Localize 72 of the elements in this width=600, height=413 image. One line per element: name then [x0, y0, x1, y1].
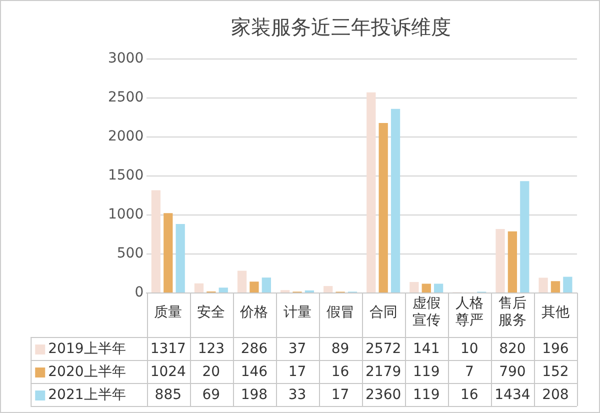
- bar: [550, 281, 560, 292]
- data-label: 1024: [150, 364, 186, 380]
- data-label: 33: [288, 387, 306, 404]
- data-label: 152: [542, 364, 569, 380]
- data-label: 119: [413, 387, 440, 404]
- data-label: 16: [331, 364, 350, 380]
- legend-label: 2020上半年: [48, 364, 126, 380]
- data-label: 20: [202, 364, 220, 380]
- bar: [194, 283, 204, 292]
- legend-label: 2021上半年: [48, 387, 126, 404]
- bar: [218, 288, 228, 292]
- x-tick-label: 合同: [369, 304, 398, 321]
- x-tick-label: 价格: [239, 304, 268, 321]
- x-tick-label: 安全: [197, 304, 226, 321]
- data-label: 1317: [150, 341, 186, 358]
- data-label: 69: [202, 387, 220, 404]
- bar: [520, 181, 530, 292]
- chart-title: 家装服务近三年投诉维度: [231, 15, 451, 40]
- y-tick-label: 500: [116, 246, 144, 262]
- bar: [508, 231, 518, 292]
- bar: [496, 229, 505, 292]
- data-label: 16: [460, 387, 478, 404]
- data-label: 17: [288, 364, 306, 380]
- y-tick-label: 1000: [108, 206, 144, 223]
- y-tick-label: 0: [134, 284, 144, 301]
- bar: [422, 284, 431, 292]
- x-tick-label: 虚假宣传: [412, 296, 440, 329]
- data-label: 885: [154, 387, 182, 404]
- data-label: 286: [240, 341, 268, 358]
- data-label: 10: [460, 341, 478, 358]
- data-label: 37: [288, 341, 306, 358]
- bar: [164, 213, 173, 292]
- data-label: 790: [499, 364, 526, 380]
- bar: [250, 282, 259, 292]
- x-tick-label: 假冒: [326, 304, 354, 321]
- data-label: 141: [413, 341, 440, 358]
- y-tick-label: 1500: [108, 168, 144, 184]
- data-label: 123: [198, 341, 225, 358]
- bar: [390, 108, 400, 292]
- bar: [176, 224, 185, 292]
- bar: [410, 282, 419, 292]
- x-tick-label: 其他: [541, 304, 570, 321]
- legend-label: 2019上半年: [48, 341, 126, 358]
- data-label: 208: [542, 387, 569, 404]
- y-tick-label: 3000: [108, 50, 144, 67]
- data-label: 119: [413, 364, 440, 380]
- data-label: 89: [331, 341, 350, 358]
- bar: [366, 92, 376, 292]
- bar: [237, 270, 247, 292]
- data-label: 1434: [494, 387, 530, 404]
- bar: [378, 123, 388, 292]
- x-tick-label: 计量: [283, 304, 312, 321]
- bar: [324, 286, 333, 292]
- data-label: 2572: [366, 341, 402, 358]
- bar: [151, 190, 161, 292]
- data-label: 17: [331, 387, 350, 404]
- data-label: 196: [542, 341, 569, 358]
- bar: [563, 276, 572, 292]
- x-tick-label: 人格尊严: [455, 296, 484, 329]
- data-label: 820: [499, 341, 526, 358]
- data-label: 2179: [366, 364, 402, 380]
- bar: [434, 284, 444, 292]
- y-tick-label: 2500: [108, 90, 144, 106]
- bar: [262, 278, 271, 292]
- bar: [538, 278, 548, 292]
- y-tick-label: 2000: [108, 128, 144, 145]
- data-label: 7: [464, 364, 474, 380]
- x-tick-label: 质量: [154, 304, 182, 321]
- data-label: 198: [240, 387, 268, 404]
- data-label: 146: [240, 364, 268, 380]
- data-label: 2360: [366, 387, 402, 404]
- x-tick-label: 售后服务: [498, 296, 526, 329]
